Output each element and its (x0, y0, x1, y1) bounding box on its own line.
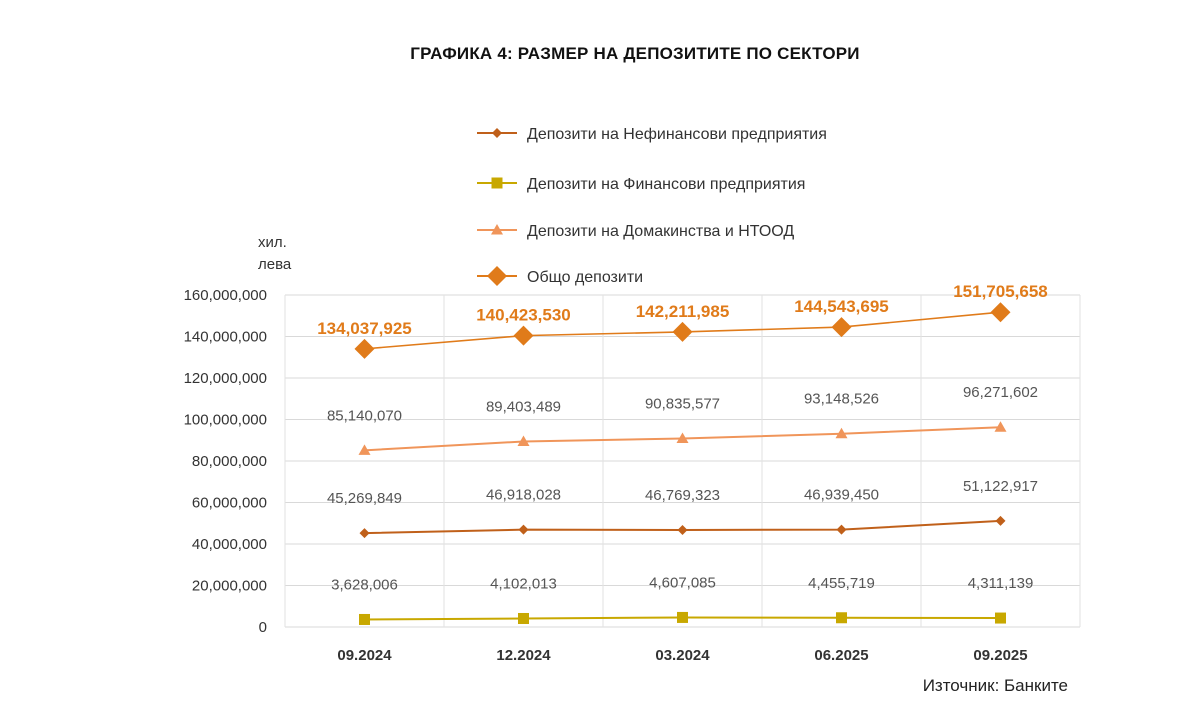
marker-square (995, 612, 1006, 624)
data-label: 46,769,323 (645, 487, 720, 504)
marker-square (836, 612, 847, 624)
marker-diamond-large (513, 325, 534, 346)
marker-triangle (491, 224, 503, 235)
marker-triangle (994, 421, 1007, 432)
y-tick-label: 20,000,000 (192, 578, 267, 595)
data-label: 89,403,489 (486, 398, 561, 415)
marker-diamond-large (831, 317, 852, 338)
marker-diamond (492, 128, 502, 138)
data-label: 142,211,985 (636, 302, 730, 321)
marker-diamond-large (990, 302, 1011, 323)
data-label: 4,607,085 (649, 574, 716, 591)
data-label: 4,102,013 (490, 575, 557, 592)
x-tick-label: 06.2025 (814, 647, 868, 664)
marker-triangle (835, 427, 848, 439)
marker-triangle (517, 435, 530, 446)
marker-square (677, 611, 688, 623)
chart-title: ГРАФИКА 4: РАЗМЕР НА ДЕПОЗИТИТЕ ПО СЕКТО… (410, 44, 860, 63)
marker-diamond (518, 524, 529, 535)
data-label: 46,918,028 (486, 487, 561, 504)
data-label: 85,140,070 (327, 407, 402, 424)
marker-diamond-large (672, 321, 693, 342)
marker-square (518, 612, 529, 624)
data-label: 140,423,530 (476, 306, 571, 325)
legend-label: Депозити на Нефинансови предприятия (527, 126, 827, 143)
marker-diamond (359, 528, 370, 539)
x-tick-label: 09.2025 (973, 647, 1027, 664)
y-tick-label: 60,000,000 (192, 495, 267, 512)
y-tick-label: 0 (259, 619, 267, 636)
marker-triangle (676, 432, 689, 444)
data-label: 4,455,719 (808, 575, 875, 592)
y-tick-label: 80,000,000 (192, 453, 267, 470)
legend-label: Общо депозити (527, 269, 643, 286)
data-label: 51,122,917 (963, 478, 1038, 495)
x-axis: 09.2024 12.2024 03.2024 06.2025 09.2025 (337, 647, 1027, 664)
y-axis-unit: хил. лева (258, 234, 292, 273)
data-label: 45,269,849 (327, 490, 402, 507)
data-label: 4,311,139 (968, 575, 1034, 592)
marker-triangle (358, 444, 371, 455)
marker-diamond (836, 524, 847, 535)
marker-diamond (677, 524, 688, 535)
y-tick-label: 100,000,000 (184, 412, 267, 429)
y-tick-label: 40,000,000 (192, 536, 267, 553)
data-label: 93,148,526 (804, 391, 879, 408)
y-tick-label: 140,000,000 (184, 329, 267, 346)
source-note: Източник: Банките (922, 676, 1068, 695)
legend-label: Депозити на Финансови предприятия (527, 176, 805, 193)
y-tick-label: 120,000,000 (184, 370, 267, 387)
marker-square (359, 613, 370, 625)
marker-diamond-large (354, 338, 375, 359)
series-lines (354, 302, 1011, 625)
data-label: 3,628,006 (331, 576, 398, 593)
x-tick-label: 09.2024 (337, 647, 392, 664)
legend: Депозити на Нефинансови предприятия Депоз… (477, 126, 827, 286)
legend-label: Депозити на Домакинства и НТООД (527, 223, 794, 240)
marker-diamond-large (487, 266, 507, 286)
data-label: 134,037,925 (317, 319, 412, 338)
x-tick-label: 03.2024 (655, 647, 710, 664)
y-axis: 0 20,000,000 40,000,000 60,000,000 80,000,00… (184, 287, 267, 636)
data-label: 90,835,577 (645, 396, 720, 413)
marker-diamond (995, 515, 1006, 526)
y-unit-label-part: хил. (258, 234, 287, 251)
grid (284, 294, 1081, 628)
x-tick-label: 12.2024 (496, 647, 551, 664)
data-label: 144,543,695 (794, 297, 889, 316)
y-tick-label: 160,000,000 (184, 287, 267, 304)
data-label: 46,939,450 (804, 487, 879, 504)
y-unit-label-part: лева (258, 256, 292, 273)
data-labels: 45,269,849 46,918,028 46,769,323 46,939,450… (317, 282, 1048, 593)
marker-square (491, 177, 503, 189)
data-label: 96,271,602 (963, 384, 1038, 401)
data-label: 151,705,658 (953, 282, 1048, 301)
